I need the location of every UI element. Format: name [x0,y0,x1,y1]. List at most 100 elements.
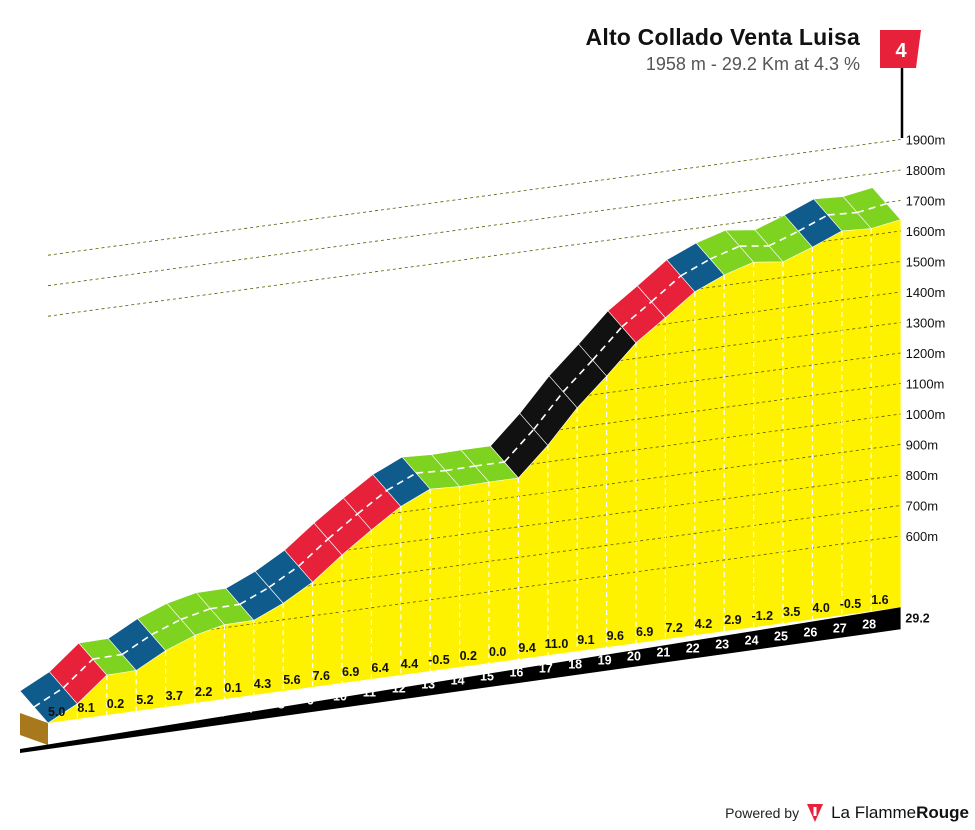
profile-fill-layer [20,219,901,745]
km-label: 13 [421,677,435,691]
km-label: 10 [333,689,347,703]
km-label: 17 [539,661,553,675]
gridline-600 [210,535,901,631]
y-tick-label: 1800m [906,163,946,178]
km-label: 12 [392,681,406,695]
km-label: 25 [774,630,788,644]
gridline-800 [347,474,901,551]
gradient-label: 0.0 [489,645,506,659]
base-strip-layer [20,607,901,753]
km-label: 27 [833,622,847,636]
km-label: 6 [219,705,226,719]
road-centerline [768,230,799,247]
y-tick-label: 1000m [906,407,946,422]
gradient-label: 1.6 [871,593,888,607]
gridline-1200 [588,352,901,396]
gridline-1300 [620,322,901,361]
y-tick-label: 900m [906,438,939,453]
km-label: 8 [278,697,285,711]
road-centerline [386,472,417,492]
road-centerline [533,391,564,430]
gradient-label: 7.2 [665,621,682,635]
road-centerline [298,538,329,567]
gradient-label: 5.2 [136,693,153,707]
gradient-label: 0.2 [460,649,477,663]
climb-title: Alto Collado Venta Luisa 1958 m - 29.2 K… [586,24,860,75]
gradient-label: 8.1 [77,701,94,715]
gradient-label: -1.2 [752,609,774,623]
gradient-ribbon-layer [19,187,902,724]
road-centerline [856,202,887,214]
gradient-label: 6.9 [636,625,653,639]
gradient-label: 4.3 [254,677,271,691]
km-label: 5 [190,709,197,723]
y-tick-label: 700m [906,499,939,514]
road-centerline [33,687,64,708]
category-flag-label: 4 [895,40,907,62]
gradient-label: 4.2 [695,617,712,631]
road-centerline [121,633,153,656]
category-flag-icon [880,30,921,68]
road-centerline [239,586,270,606]
gridline-900 [391,444,901,514]
km-label: 24 [745,634,759,648]
km-label: 3 [131,717,138,731]
gradient-label: 0.2 [107,697,124,711]
gradient-label: 9.4 [518,641,535,655]
road-centerline [621,301,652,328]
base-strip [20,607,901,753]
climb-name: Alto Collado Venta Luisa [585,24,860,50]
gridline-1600 [822,230,901,242]
km-label: 28 [862,618,876,632]
km-label: 2 [101,721,108,735]
gradient-label: 9.1 [577,633,594,647]
road-centerline [327,513,358,540]
gradient-label: 2.2 [195,685,212,699]
road-centerline [680,258,711,277]
km-label: 18 [568,657,582,671]
road-centerline [827,211,858,216]
y-tick-label: 1600m [906,224,946,239]
gradient-label: 5.0 [48,705,65,719]
road-centerline [709,245,740,260]
flame-logo-icon [807,804,824,822]
gridline-layer [47,139,901,720]
km-label: 14 [451,673,465,687]
road-centerline [503,428,535,463]
y-tick-label: 1500m [906,255,946,270]
gridline-700 [307,505,901,587]
gradient-label: 0.1 [224,681,241,695]
gradient-label: 3.5 [783,605,800,619]
gridline-1500 [700,261,901,290]
y-tick-label: 1700m [906,194,946,209]
summit-flag: 4 [880,30,921,138]
km-label: 7 [248,701,255,715]
y-tick-label: 1200m [906,346,946,361]
y-tick-label: 1100m [906,377,945,392]
road-centerline [92,653,123,660]
road-centerline [416,469,446,474]
km-label: 22 [686,642,700,656]
y-tick-label: 1400m [906,285,946,300]
road-centerline [151,618,182,636]
road-centerline [650,275,682,303]
powered-by-text: Powered by [725,805,800,821]
km-label: 21 [656,645,670,659]
gradient-label: 6.9 [342,665,359,679]
km-label: 15 [480,669,494,683]
km-label: 16 [509,665,523,679]
gradient-label: 6.4 [371,661,388,675]
road-centerline [356,489,388,515]
gradient-label: 2.9 [724,613,741,627]
road-centerline [268,565,300,588]
km-label: 19 [598,653,612,667]
km-label: 4 [160,713,167,727]
y-tick-label: 1900m [906,133,946,148]
climb-summary: 1958 m - 29.2 Km at 4.3 % [645,54,860,74]
total-distance-label: 29.2 [905,611,929,625]
gradient-label: 4.4 [401,657,418,671]
road-centerline [592,326,623,361]
y-tick-label: 600m [906,529,939,544]
profile-area [48,219,901,723]
